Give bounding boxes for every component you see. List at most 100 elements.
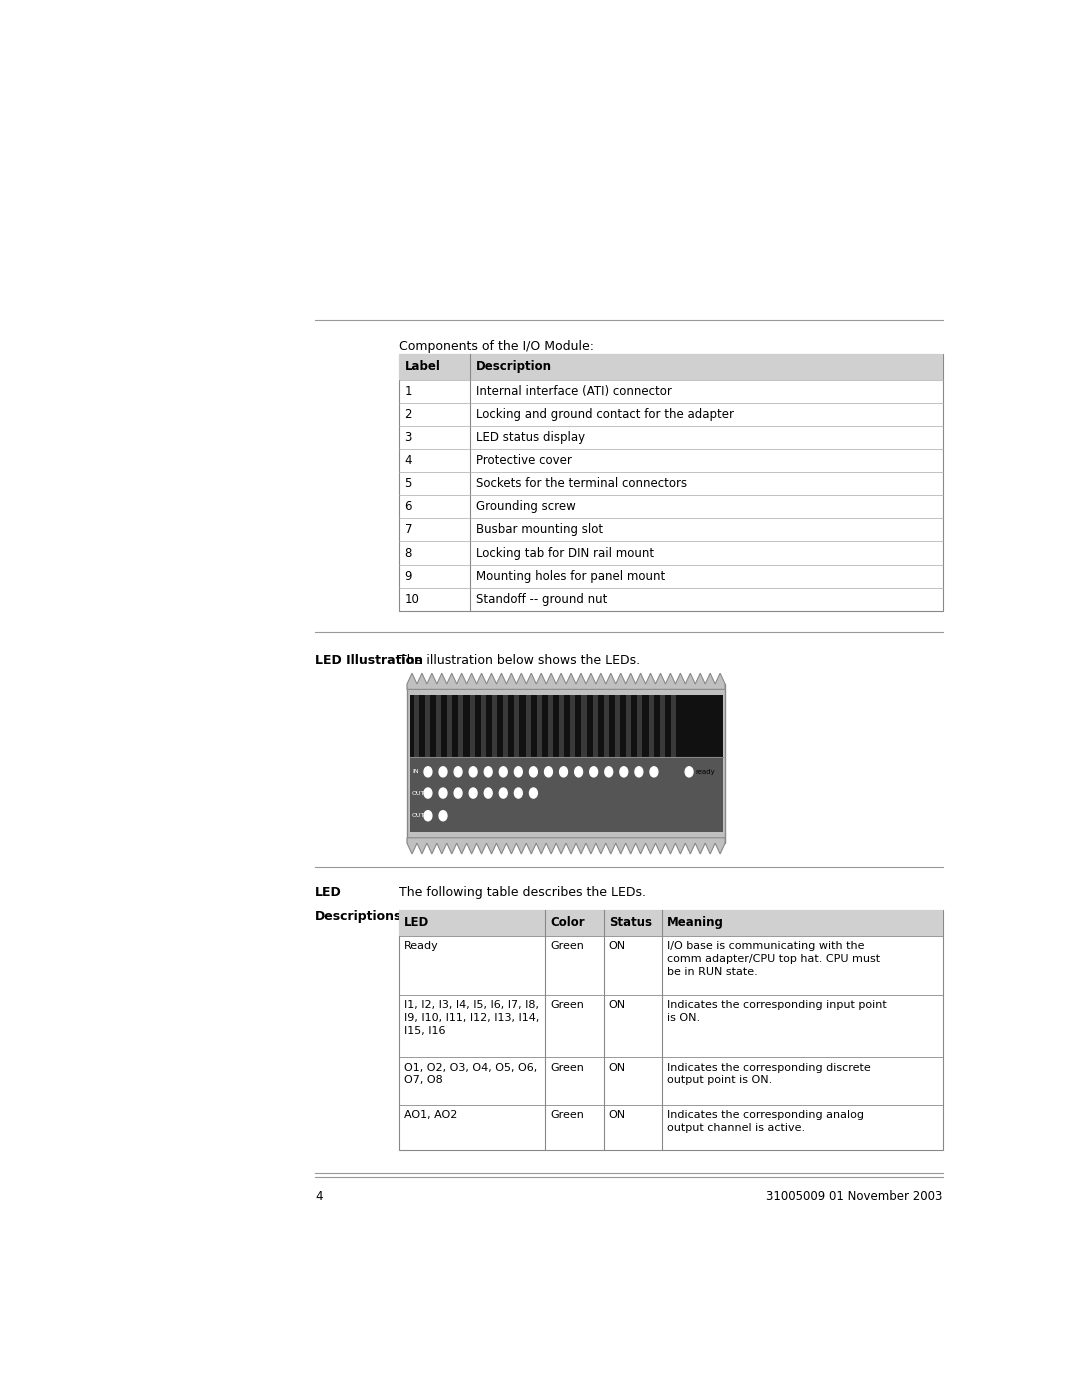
Circle shape <box>575 767 582 777</box>
Bar <box>637 694 643 833</box>
Circle shape <box>499 788 508 798</box>
Bar <box>626 694 631 833</box>
Bar <box>593 694 597 833</box>
Text: Descriptions: Descriptions <box>315 909 403 923</box>
Circle shape <box>514 767 523 777</box>
Bar <box>447 694 453 833</box>
Circle shape <box>484 767 492 777</box>
Text: Indicates the corresponding discrete
output point is ON.: Indicates the corresponding discrete out… <box>667 1063 872 1085</box>
Bar <box>559 694 564 833</box>
Text: Indicates the corresponding analog
output channel is active.: Indicates the corresponding analog outpu… <box>667 1111 864 1133</box>
Circle shape <box>605 767 612 777</box>
Text: Ready: Ready <box>404 942 438 951</box>
Text: OUT: OUT <box>413 791 426 795</box>
Text: Locking tab for DIN rail mount: Locking tab for DIN rail mount <box>475 546 653 560</box>
Text: Components of the I/O Module:: Components of the I/O Module: <box>399 339 594 353</box>
Text: Label: Label <box>405 360 441 373</box>
Text: AO1, AO2: AO1, AO2 <box>404 1111 457 1120</box>
Text: ON: ON <box>609 1000 626 1010</box>
Bar <box>399 909 943 1150</box>
Circle shape <box>590 767 597 777</box>
Text: ON: ON <box>609 942 626 951</box>
Text: OUT: OUT <box>413 813 426 819</box>
Bar <box>537 694 542 833</box>
Text: ready: ready <box>694 768 715 775</box>
Text: 9: 9 <box>405 570 411 583</box>
Bar <box>649 694 653 833</box>
Circle shape <box>514 788 523 798</box>
Circle shape <box>469 767 477 777</box>
Circle shape <box>424 788 432 798</box>
Polygon shape <box>407 838 725 854</box>
Bar <box>548 694 553 833</box>
Text: 3: 3 <box>405 430 411 444</box>
Bar <box>414 694 419 833</box>
Text: 31005009 01 November 2003: 31005009 01 November 2003 <box>767 1190 943 1203</box>
Bar <box>481 694 486 833</box>
Circle shape <box>650 767 658 777</box>
Text: 7: 7 <box>405 524 411 536</box>
Text: LED: LED <box>404 916 429 929</box>
Circle shape <box>620 767 627 777</box>
Bar <box>615 694 620 833</box>
Bar <box>671 694 676 833</box>
Circle shape <box>469 788 477 798</box>
Text: Standoff -- ground nut: Standoff -- ground nut <box>475 592 607 606</box>
Text: Green: Green <box>550 1111 584 1120</box>
Text: Description: Description <box>475 360 552 373</box>
Text: 1: 1 <box>405 384 411 398</box>
Text: IN: IN <box>413 770 419 774</box>
Bar <box>492 694 497 833</box>
Bar <box>604 694 609 833</box>
Circle shape <box>440 788 447 798</box>
Circle shape <box>529 788 538 798</box>
Circle shape <box>685 767 693 777</box>
Text: Internal interface (ATI) connector: Internal interface (ATI) connector <box>475 384 672 398</box>
Bar <box>399 353 943 380</box>
Text: Protective cover: Protective cover <box>475 454 571 467</box>
Text: 8: 8 <box>405 546 411 560</box>
Text: 5: 5 <box>405 478 411 490</box>
Circle shape <box>455 767 462 777</box>
Circle shape <box>529 767 538 777</box>
Bar <box>570 694 576 833</box>
Text: Green: Green <box>550 1000 584 1010</box>
Text: Meaning: Meaning <box>667 916 725 929</box>
Text: Grounding screw: Grounding screw <box>475 500 576 513</box>
Polygon shape <box>407 673 725 689</box>
Text: LED: LED <box>315 886 341 900</box>
Bar <box>526 694 530 833</box>
Circle shape <box>499 767 508 777</box>
Bar <box>409 757 723 833</box>
Circle shape <box>484 788 492 798</box>
Circle shape <box>455 788 462 798</box>
Circle shape <box>424 767 432 777</box>
Bar <box>409 694 723 833</box>
Bar <box>436 694 441 833</box>
Circle shape <box>559 767 567 777</box>
Text: I1, I2, I3, I4, I5, I6, I7, I8,
I9, I10, I11, I12, I13, I14,
I15, I16: I1, I2, I3, I4, I5, I6, I7, I8, I9, I10,… <box>404 1000 539 1035</box>
Text: LED status display: LED status display <box>475 430 584 444</box>
Bar <box>407 685 725 844</box>
Text: 2: 2 <box>405 408 411 420</box>
Bar <box>399 909 943 936</box>
Text: ON: ON <box>609 1111 626 1120</box>
Text: Locking and ground contact for the adapter: Locking and ground contact for the adapt… <box>475 408 733 420</box>
Text: 10: 10 <box>405 592 419 606</box>
Text: Color: Color <box>550 916 584 929</box>
Text: Green: Green <box>550 1063 584 1073</box>
Text: LED Illustration: LED Illustration <box>315 654 423 666</box>
Text: I/O base is communicating with the
comm adapter/CPU top hat. CPU must
be in RUN : I/O base is communicating with the comm … <box>667 942 880 977</box>
Text: Busbar mounting slot: Busbar mounting slot <box>475 524 603 536</box>
Bar <box>581 694 586 833</box>
Text: ON: ON <box>609 1063 626 1073</box>
Bar <box>470 694 475 833</box>
Circle shape <box>440 810 447 821</box>
Text: 4: 4 <box>315 1190 323 1203</box>
Circle shape <box>424 810 432 821</box>
Text: Indicates the corresponding input point
is ON.: Indicates the corresponding input point … <box>667 1000 887 1023</box>
Text: Green: Green <box>550 942 584 951</box>
Circle shape <box>544 767 552 777</box>
Bar <box>660 694 665 833</box>
Text: The following table describes the LEDs.: The following table describes the LEDs. <box>399 886 646 900</box>
